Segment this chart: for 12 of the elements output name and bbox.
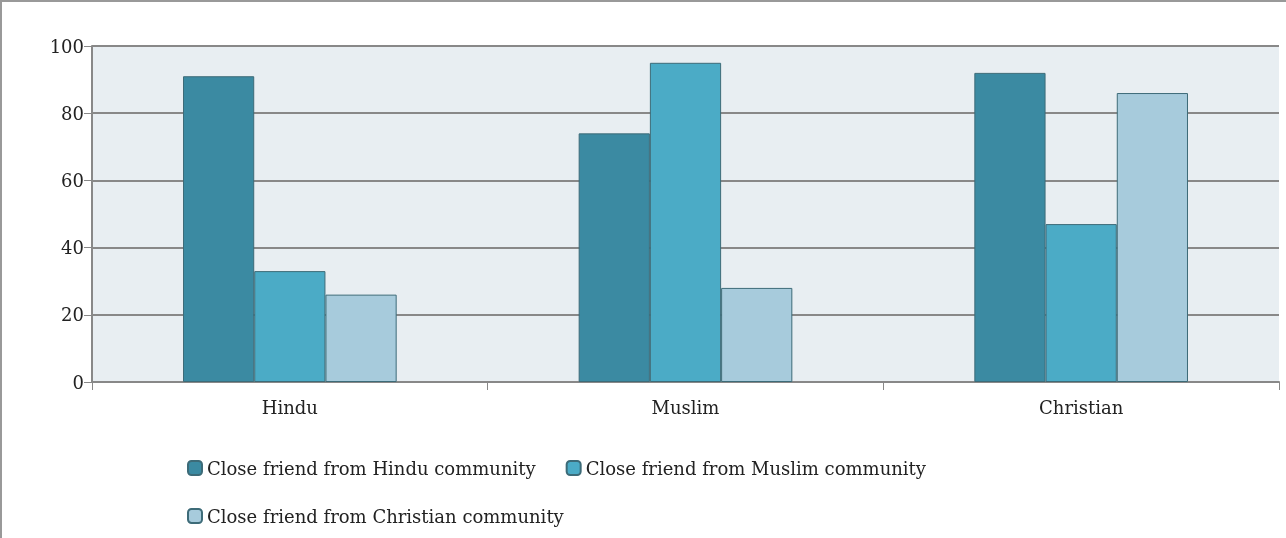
x-tick-label: Hindu <box>261 396 318 418</box>
y-tick-label: 20 <box>61 304 84 326</box>
x-tick-label: Christian <box>1039 396 1124 418</box>
y-tick-label: 60 <box>61 169 84 191</box>
y-tick-label: 100 <box>49 35 84 57</box>
y-tick-label: 40 <box>61 237 84 259</box>
legend-label: Close friend from Hindu community <box>207 457 537 479</box>
y-tick-label: 80 <box>61 102 84 124</box>
legend-label: Close friend from Muslim community <box>585 457 927 479</box>
x-tick-label: Muslim <box>651 396 720 418</box>
legend-label: Close friend from Christian community <box>207 505 565 527</box>
y-tick-label: 0 <box>72 371 84 393</box>
